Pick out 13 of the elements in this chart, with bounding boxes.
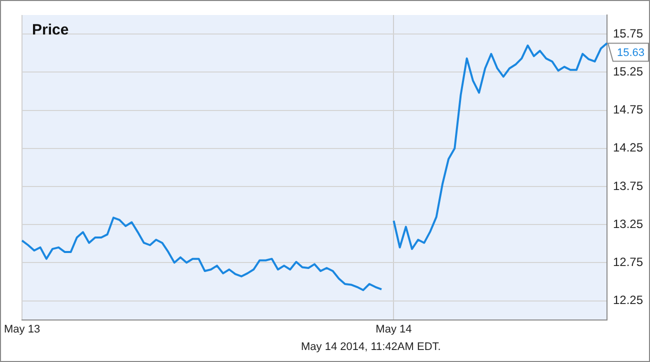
text: May 14 2014, 11:42AM EDT. — [301, 341, 441, 353]
text: Price — [32, 22, 69, 39]
x-tick-label: May 14 — [376, 323, 412, 336]
y-tick-label: 13.75 — [612, 178, 644, 193]
y-tick-label: 14.25 — [612, 140, 644, 155]
y-tick-label: 13.25 — [612, 216, 644, 231]
data-label: 15.63 — [616, 47, 644, 60]
y-tick-label: 15.25 — [612, 64, 644, 78]
y-tick-label: 12.25 — [612, 293, 644, 308]
y-tick-label: 14.75 — [612, 102, 644, 117]
y-tick-label: 15.75 — [612, 26, 644, 40]
x-tick-label: May 13 — [4, 323, 40, 336]
y-tick-label: 12.75 — [612, 254, 644, 269]
